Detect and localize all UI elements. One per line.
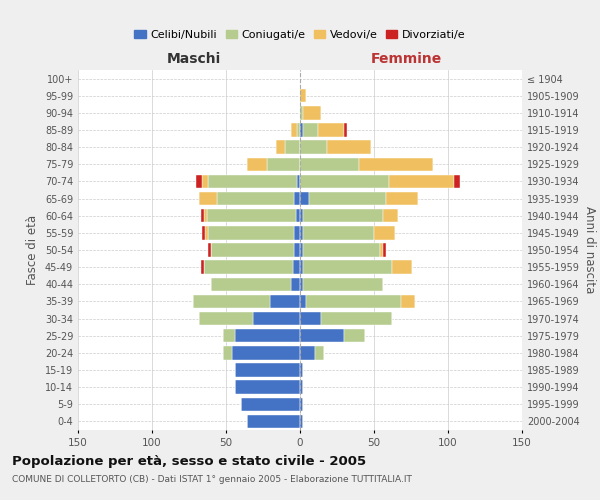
- Bar: [211, 244, 294, 256]
- Y-axis label: Anni di nascita: Anni di nascita: [583, 206, 596, 294]
- Bar: [326, 140, 371, 154]
- Bar: [300, 398, 303, 411]
- Bar: [300, 106, 303, 120]
- Text: Femmine: Femmine: [371, 52, 442, 66]
- Bar: [318, 124, 344, 136]
- Bar: [268, 158, 300, 171]
- Bar: [241, 398, 300, 411]
- Bar: [315, 346, 323, 360]
- Bar: [300, 294, 306, 308]
- Bar: [223, 329, 235, 342]
- Bar: [300, 158, 359, 171]
- Bar: [300, 380, 303, 394]
- Bar: [193, 294, 271, 308]
- Bar: [201, 209, 204, 222]
- Bar: [208, 226, 294, 239]
- Bar: [202, 226, 205, 239]
- Bar: [208, 174, 297, 188]
- Bar: [205, 226, 208, 239]
- Bar: [199, 192, 217, 205]
- Bar: [199, 312, 253, 326]
- Bar: [309, 192, 386, 205]
- Bar: [291, 278, 300, 291]
- Bar: [300, 174, 389, 188]
- Y-axis label: Fasce di età: Fasce di età: [26, 215, 39, 285]
- Bar: [380, 244, 383, 256]
- Bar: [291, 124, 297, 136]
- Bar: [300, 364, 303, 376]
- Bar: [300, 414, 303, 428]
- Bar: [297, 174, 300, 188]
- Bar: [386, 192, 418, 205]
- Text: Popolazione per età, sesso e stato civile - 2005: Popolazione per età, sesso e stato civil…: [12, 455, 366, 468]
- Bar: [201, 260, 204, 274]
- Bar: [253, 312, 300, 326]
- Bar: [303, 260, 392, 274]
- Bar: [208, 244, 211, 256]
- Bar: [300, 346, 315, 360]
- Bar: [207, 209, 296, 222]
- Bar: [300, 124, 303, 136]
- Bar: [235, 364, 300, 376]
- Text: Maschi: Maschi: [166, 52, 221, 66]
- Text: COMUNE DI COLLETORTO (CB) - Dati ISTAT 1° gennaio 2005 - Elaborazione TUTTITALIA: COMUNE DI COLLETORTO (CB) - Dati ISTAT 1…: [12, 475, 412, 484]
- Bar: [196, 174, 202, 188]
- Bar: [300, 140, 326, 154]
- Bar: [204, 260, 293, 274]
- Bar: [300, 329, 344, 342]
- Bar: [303, 209, 383, 222]
- Bar: [202, 174, 208, 188]
- Bar: [306, 294, 401, 308]
- Bar: [285, 140, 300, 154]
- Bar: [204, 209, 207, 222]
- Bar: [300, 192, 309, 205]
- Bar: [392, 260, 412, 274]
- Bar: [293, 260, 300, 274]
- Bar: [211, 278, 291, 291]
- Bar: [359, 158, 433, 171]
- Bar: [247, 414, 300, 428]
- Bar: [300, 312, 321, 326]
- Bar: [247, 158, 268, 171]
- Bar: [217, 192, 294, 205]
- Bar: [303, 106, 321, 120]
- Legend: Celibi/Nubili, Coniugati/e, Vedovi/e, Divorziati/e: Celibi/Nubili, Coniugati/e, Vedovi/e, Di…: [130, 25, 470, 44]
- Bar: [294, 192, 300, 205]
- Bar: [271, 294, 300, 308]
- Bar: [303, 278, 383, 291]
- Bar: [235, 329, 300, 342]
- Bar: [223, 346, 232, 360]
- Bar: [232, 346, 300, 360]
- Bar: [303, 124, 318, 136]
- Bar: [401, 294, 415, 308]
- Bar: [300, 226, 303, 239]
- Bar: [277, 140, 285, 154]
- Bar: [383, 244, 386, 256]
- Bar: [303, 226, 374, 239]
- Bar: [321, 312, 392, 326]
- Bar: [296, 209, 300, 222]
- Bar: [300, 89, 306, 102]
- Bar: [344, 124, 347, 136]
- Bar: [294, 244, 300, 256]
- Bar: [389, 174, 454, 188]
- Bar: [383, 209, 398, 222]
- Bar: [300, 260, 303, 274]
- Bar: [294, 226, 300, 239]
- Bar: [297, 124, 300, 136]
- Bar: [303, 244, 380, 256]
- Bar: [374, 226, 395, 239]
- Bar: [344, 329, 365, 342]
- Bar: [300, 278, 303, 291]
- Bar: [454, 174, 460, 188]
- Bar: [300, 209, 303, 222]
- Bar: [235, 380, 300, 394]
- Bar: [300, 244, 303, 256]
